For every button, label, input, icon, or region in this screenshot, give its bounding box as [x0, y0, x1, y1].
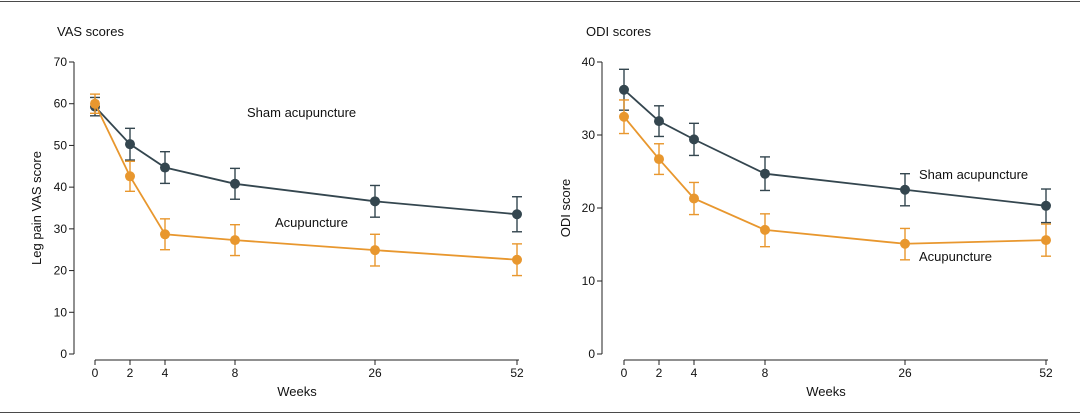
odi-chart: ODI scores ODI score Weeks 0 10 20 30 40 0 2 4 8…: [558, 24, 1053, 399]
x-tick-label: 0: [92, 366, 99, 380]
data-point: [512, 254, 522, 265]
series-label: Sham acupuncture: [919, 167, 1028, 182]
y-axis-label: ODI score: [558, 179, 573, 238]
series-label: Acupuncture: [919, 249, 992, 264]
series-line: [623, 116, 1047, 245]
data-point: [1041, 235, 1051, 246]
y-tick-label: 40: [582, 55, 596, 69]
data-point: [160, 229, 170, 240]
data-point: [512, 209, 522, 220]
y-tick-label: 20: [54, 264, 68, 278]
x-tick-label: 2: [127, 366, 134, 380]
x-axis-label: Weeks: [277, 384, 317, 399]
series-acupuncture: Acupuncture: [90, 93, 522, 277]
data-point: [230, 178, 240, 189]
chart-title: VAS scores: [57, 24, 124, 39]
y-tick-label: 10: [54, 305, 68, 319]
y-tick-label: 30: [54, 222, 68, 236]
x-tick-label: 2: [656, 366, 663, 380]
data-point: [760, 224, 770, 235]
data-point: [654, 154, 664, 165]
x-tick-label: 52: [1039, 366, 1053, 380]
data-point: [619, 84, 629, 95]
x-tick-label: 4: [691, 366, 698, 380]
x-tick-label: 0: [621, 366, 628, 380]
y-tick-label: 60: [54, 97, 68, 111]
x-tick-label: 8: [232, 366, 239, 380]
data-point: [654, 116, 664, 127]
data-point: [160, 162, 170, 173]
series-label: Sham acupuncture: [247, 105, 356, 120]
data-point: [619, 111, 629, 122]
data-point: [1041, 200, 1051, 211]
chart-title: ODI scores: [586, 24, 652, 39]
x-tick-label: 52: [510, 366, 524, 380]
x-tick-label: 26: [898, 366, 912, 380]
series-line: [94, 103, 518, 261]
series-sham-acupuncture: Sham acupuncture: [619, 68, 1051, 224]
series-acupuncture: Acupuncture: [619, 99, 1051, 264]
data-point: [90, 98, 100, 109]
y-tick-label: 10: [582, 274, 596, 288]
y-tick-label: 0: [588, 347, 595, 361]
series-label: Acupuncture: [275, 215, 348, 230]
y-tick-label: 0: [60, 347, 67, 361]
data-point: [230, 235, 240, 246]
data-point: [900, 238, 910, 249]
y-tick-label: 70: [54, 55, 68, 69]
y-tick-label: 50: [54, 138, 68, 152]
data-point: [689, 193, 699, 204]
x-axis-label: Weeks: [806, 384, 846, 399]
data-point: [370, 196, 380, 207]
y-axis-label: Leg pain VAS score: [29, 151, 44, 265]
series-sham-acupuncture: Sham acupuncture: [90, 96, 522, 233]
series-line: [94, 106, 518, 216]
series-line: [623, 89, 1047, 207]
data-point: [689, 134, 699, 145]
data-point: [900, 184, 910, 195]
x-tick-label: 4: [162, 366, 169, 380]
x-tick-label: 26: [368, 366, 382, 380]
y-tick-label: 20: [582, 201, 596, 215]
y-tick-label: 30: [582, 128, 596, 142]
data-point: [125, 139, 135, 150]
vas-chart: VAS scores Leg pain VAS score Weeks 0 10 2…: [29, 24, 524, 399]
data-point: [125, 171, 135, 182]
data-point: [370, 245, 380, 256]
data-point: [760, 168, 770, 179]
x-tick-label: 8: [762, 366, 769, 380]
y-tick-label: 40: [54, 180, 68, 194]
